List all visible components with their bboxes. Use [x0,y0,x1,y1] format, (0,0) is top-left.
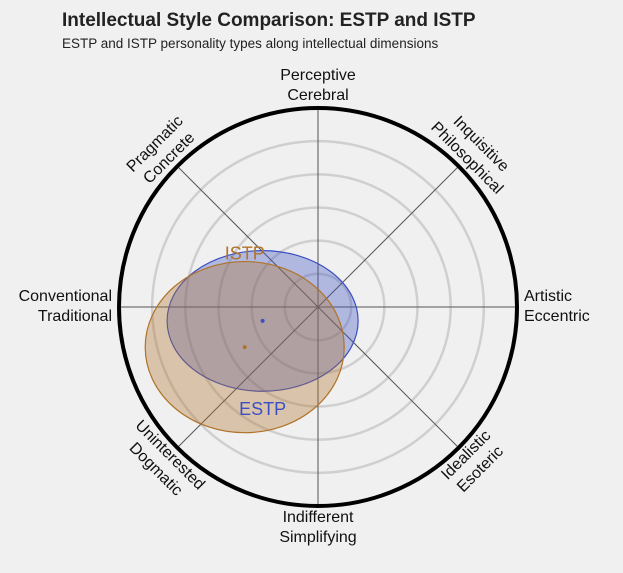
axis-label-line: Perceptive [280,67,356,84]
axis-label-line: Cerebral [287,87,348,104]
axis-label: Perceptive Cerebral [280,67,356,104]
axis-label-line: Traditional [38,308,112,325]
axis-label-line: Simplifying [279,529,356,546]
axis-label-line: Artistic [524,288,572,305]
axis-label: Indifferent Simplifying [279,509,356,546]
series-label: ESTP [239,399,286,419]
outer-circle [117,106,519,508]
axis-label-line: Eccentric [524,308,590,325]
chart-subtitle: ESTP and ISTP personality types along in… [62,36,438,51]
axis-label-line: Indifferent [283,509,354,526]
center-dot [242,345,247,350]
series-label: ISTP [225,243,265,263]
axis-line [176,165,460,449]
axis-label-line: Conventional [19,288,112,305]
axis-label: Artistic Eccentric [524,288,590,325]
center-dot [260,318,265,323]
chart-title: Intellectual Style Comparison: ESTP and … [62,10,476,31]
axis-label: Conventional Traditional [19,288,112,325]
